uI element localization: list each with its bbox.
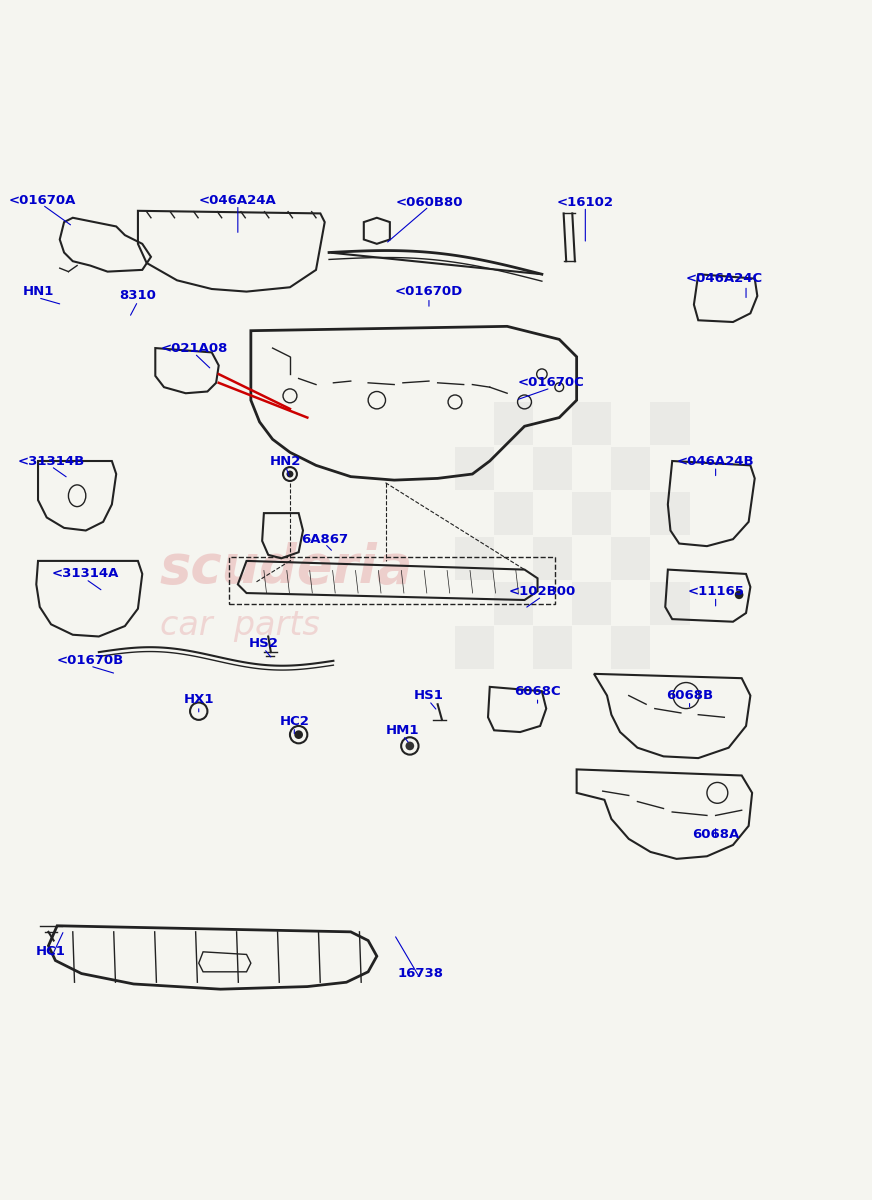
Text: <01670C: <01670C <box>517 377 584 389</box>
Bar <box>651 492 690 535</box>
Text: <046A24A: <046A24A <box>199 194 276 206</box>
Circle shape <box>287 470 294 478</box>
Bar <box>229 557 555 605</box>
Text: 16738: 16738 <box>398 967 443 980</box>
Text: HS2: HS2 <box>249 637 279 650</box>
Bar <box>494 582 533 624</box>
Bar <box>494 492 533 535</box>
Circle shape <box>294 731 303 739</box>
Text: scuderia: scuderia <box>160 541 413 594</box>
Bar <box>455 446 494 490</box>
Bar <box>651 582 690 624</box>
Text: HN2: HN2 <box>270 455 302 468</box>
Text: <021A08: <021A08 <box>160 342 228 354</box>
Bar <box>533 626 572 670</box>
Text: HX1: HX1 <box>183 694 214 707</box>
Bar <box>611 446 651 490</box>
Bar <box>455 536 494 580</box>
Text: 6068C: 6068C <box>514 685 561 697</box>
Text: <01670B: <01670B <box>57 654 124 667</box>
Bar <box>572 402 611 445</box>
Text: <01670D: <01670D <box>395 286 463 298</box>
Text: <060B80: <060B80 <box>395 196 463 209</box>
Bar <box>611 626 651 670</box>
Bar <box>494 402 533 445</box>
Text: 6A867: 6A867 <box>301 533 348 546</box>
Text: 6068A: 6068A <box>692 828 739 841</box>
Bar <box>455 626 494 670</box>
Text: HC2: HC2 <box>279 715 310 728</box>
Text: <102B00: <102B00 <box>508 584 576 598</box>
Text: <046A24C: <046A24C <box>685 272 763 286</box>
Text: 6068B: 6068B <box>666 689 713 702</box>
Text: <11165: <11165 <box>687 584 744 598</box>
Text: 8310: 8310 <box>119 289 156 302</box>
Text: <046A24B: <046A24B <box>677 455 754 468</box>
Bar <box>651 402 690 445</box>
Bar <box>611 536 651 580</box>
Text: <31314A: <31314A <box>52 568 119 581</box>
Text: <01670A: <01670A <box>9 194 76 206</box>
Text: HN1: HN1 <box>23 286 54 298</box>
Bar <box>533 446 572 490</box>
Bar <box>572 582 611 624</box>
Circle shape <box>405 742 414 750</box>
Text: <16102: <16102 <box>557 196 614 209</box>
Text: HS1: HS1 <box>414 689 444 702</box>
Text: HM1: HM1 <box>386 724 419 737</box>
Text: car  parts: car parts <box>160 608 319 642</box>
Circle shape <box>735 590 744 599</box>
Bar <box>572 492 611 535</box>
Bar <box>533 536 572 580</box>
Text: HC1: HC1 <box>36 946 66 959</box>
Text: <31314B: <31314B <box>17 455 85 468</box>
